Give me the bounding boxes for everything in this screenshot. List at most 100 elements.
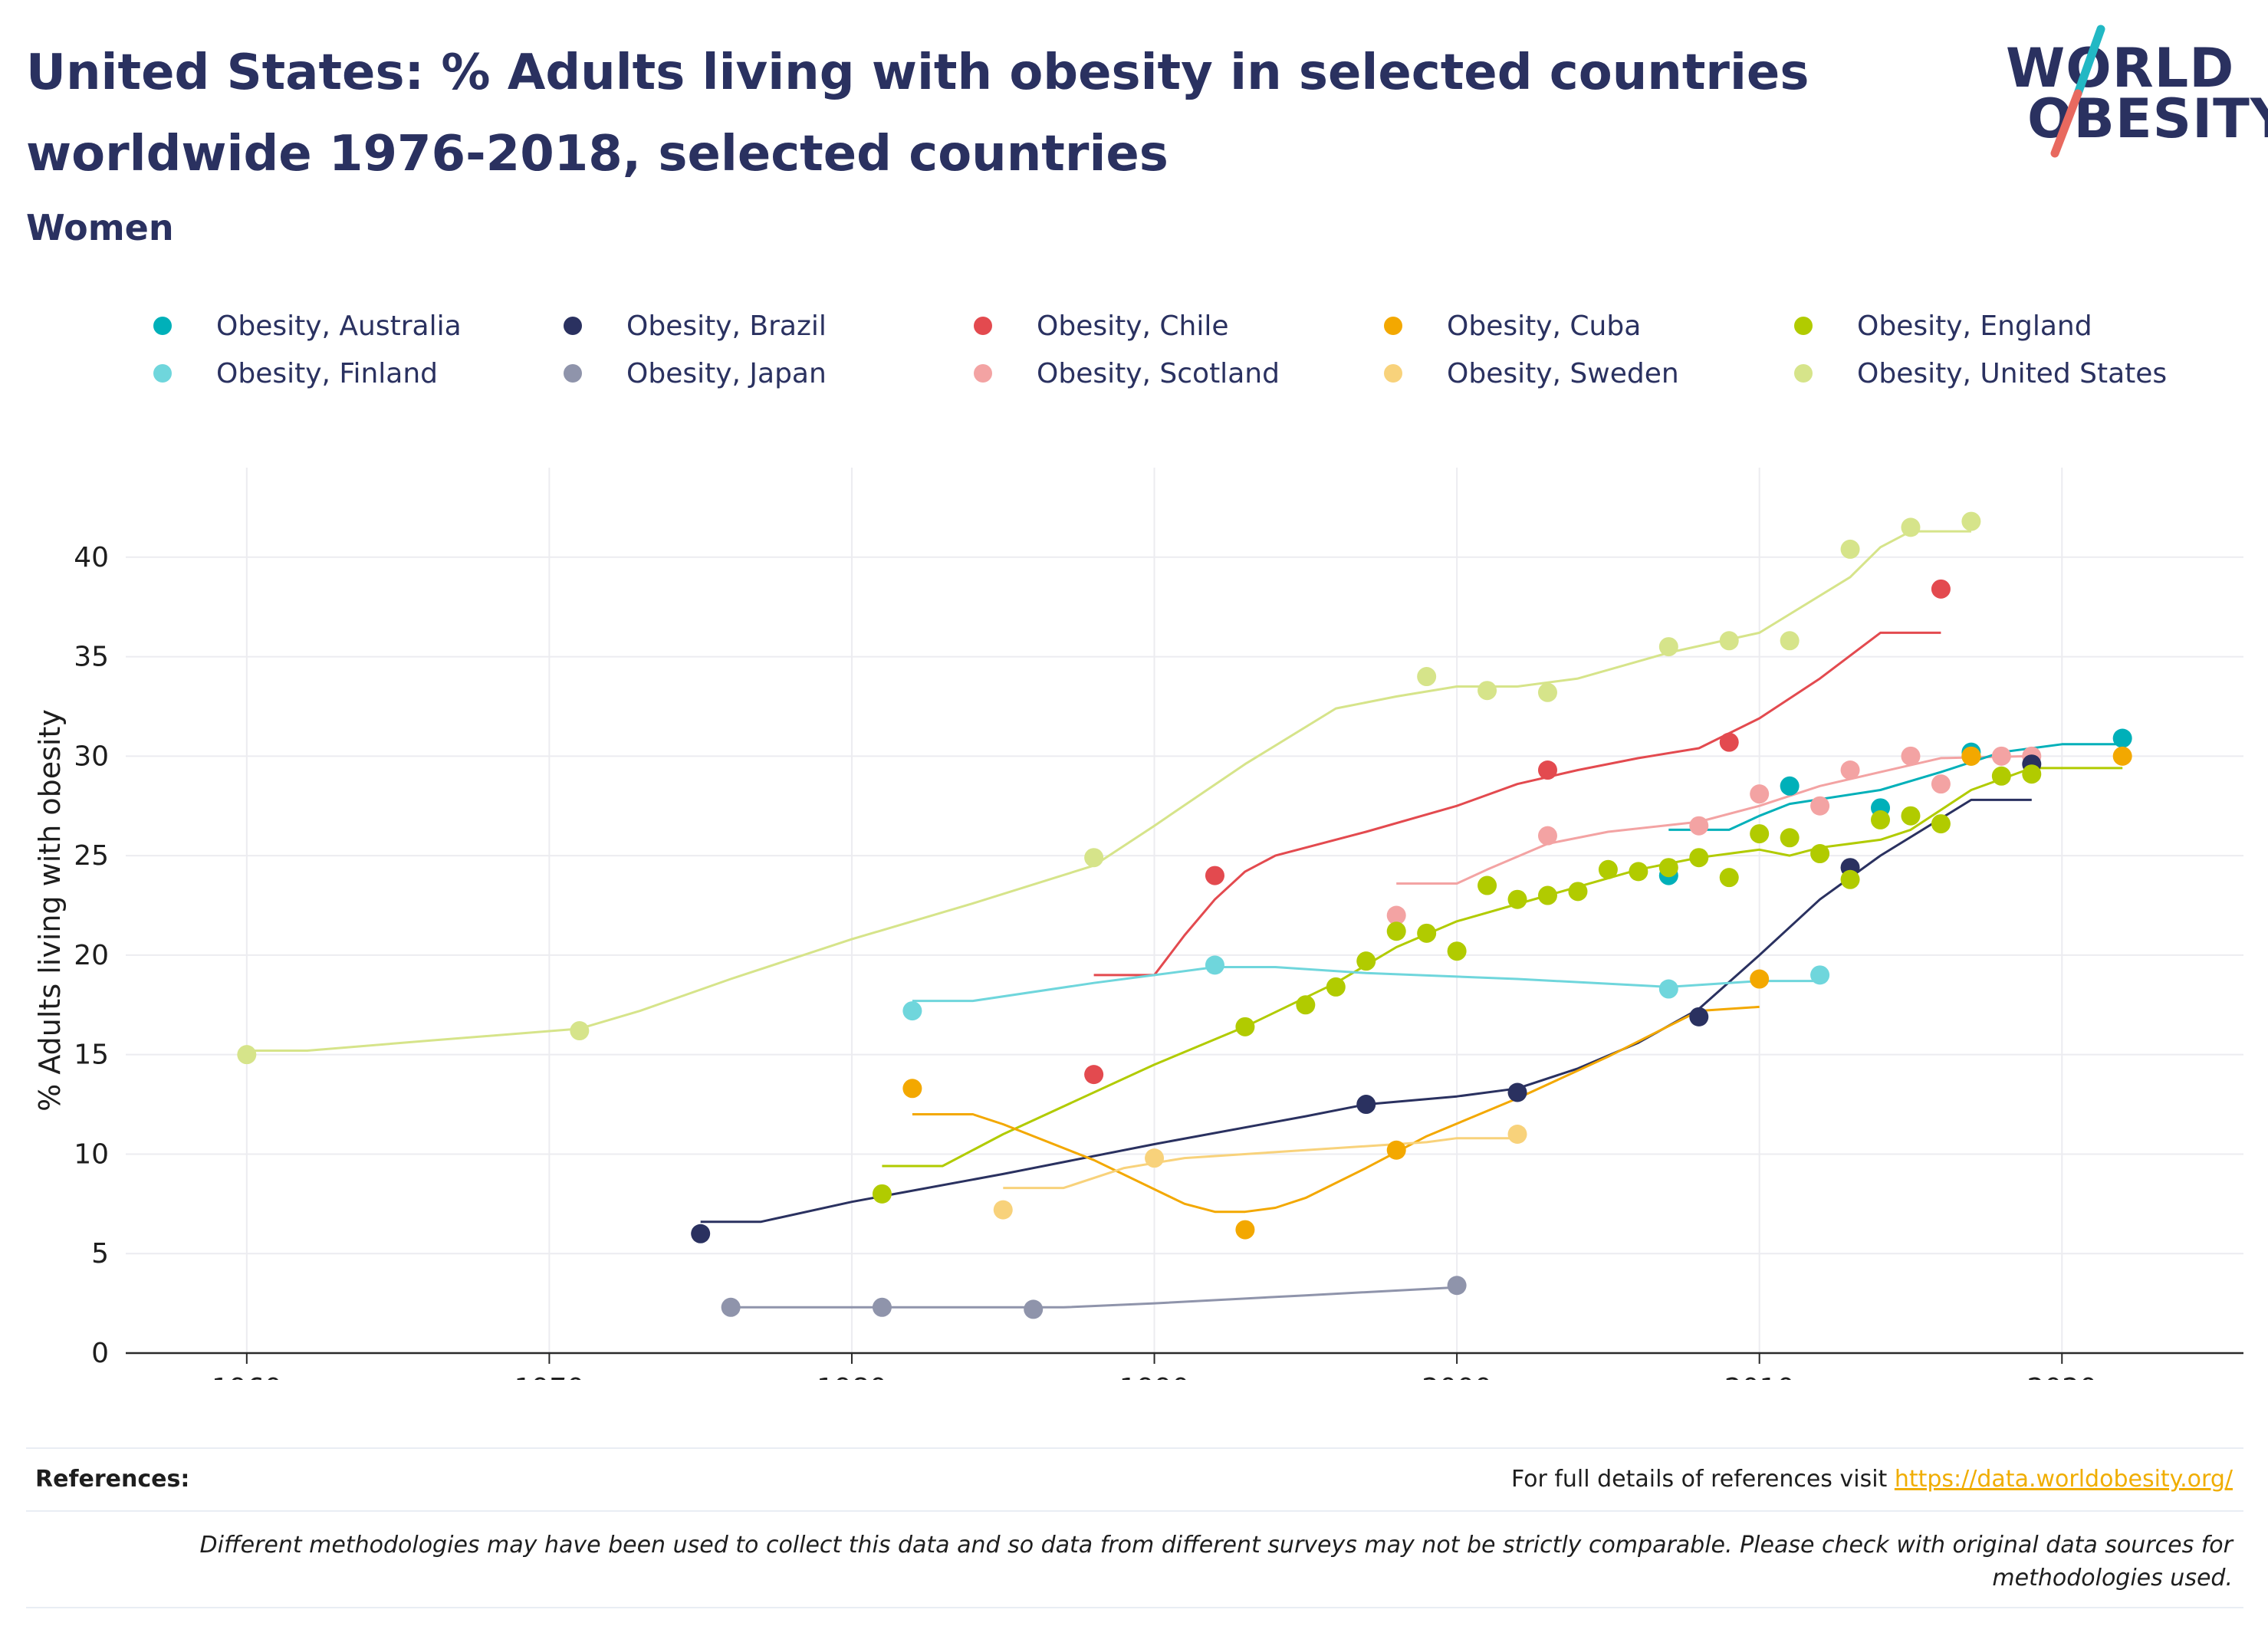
legend-item-united-states[interactable]: Obesity, United States	[1794, 354, 2167, 393]
data-point-england	[1447, 941, 1467, 961]
footer-divider-top	[26, 1447, 2243, 1449]
data-point-scotland	[1537, 826, 1557, 846]
y-tick-label: 0	[91, 1338, 109, 1369]
data-point-united-states	[1840, 539, 1860, 559]
data-point-england	[1991, 766, 2011, 786]
data-point-united-states	[1719, 631, 1739, 651]
x-tick-label: 2010	[1724, 1373, 1795, 1380]
trend-line-sweden	[1003, 1137, 1517, 1190]
legend-item-brazil[interactable]: Obesity, Brazil	[564, 307, 827, 345]
data-point-england	[1689, 848, 1709, 868]
footer-divider-middle	[26, 1510, 2243, 1512]
data-point-england	[1719, 868, 1739, 888]
y-tick-label: 35	[74, 642, 109, 673]
data-point-united-states	[570, 1021, 590, 1041]
data-point-united-states	[1901, 517, 1921, 537]
legend-item-japan[interactable]: Obesity, Japan	[564, 354, 827, 393]
chart-title-line1: United States: % Adults living with obes…	[26, 44, 1809, 101]
legend-label: Obesity, Australia	[216, 310, 462, 342]
data-point-brazil	[1689, 1007, 1709, 1027]
data-point-united-states	[1780, 631, 1800, 651]
x-tick-label: 2020	[2026, 1373, 2097, 1380]
data-point-united-states	[1417, 667, 1437, 687]
legend-marker	[974, 317, 992, 335]
legend-item-sweden[interactable]: Obesity, Sweden	[1384, 354, 1679, 393]
trend-line-chile	[1093, 631, 1941, 977]
footer-divider-bottom	[26, 1607, 2243, 1608]
x-tick-label: 1960	[212, 1373, 282, 1380]
data-point-england	[872, 1184, 892, 1204]
y-tick-label: 30	[74, 741, 109, 772]
data-point-scotland	[1810, 796, 1830, 816]
data-point-england	[1507, 889, 1527, 909]
data-point-united-states	[237, 1045, 257, 1065]
data-point-england	[1417, 923, 1437, 943]
data-point-england	[1326, 977, 1346, 997]
legend-item-finland[interactable]: Obesity, Finland	[153, 354, 438, 393]
x-tick-label: 1970	[514, 1373, 585, 1380]
data-point-sweden	[993, 1200, 1013, 1220]
data-point-england	[1598, 859, 1618, 879]
legend-item-chile[interactable]: Obesity, Chile	[974, 307, 1229, 345]
trend-line-cuba	[912, 1005, 1760, 1214]
data-point-england	[1629, 862, 1648, 882]
data-point-england	[1931, 814, 1951, 834]
references-text-prefix: For full details of references visit	[1510, 1466, 1895, 1493]
x-tick-label: 1980	[817, 1373, 887, 1380]
data-point-england	[2022, 764, 2042, 784]
legend-item-australia[interactable]: Obesity, Australia	[153, 307, 462, 345]
data-point-england	[1568, 882, 1588, 902]
legend-label: Obesity, Finland	[216, 357, 439, 389]
legend-label: Obesity, England	[1857, 310, 2092, 342]
legend-item-cuba[interactable]: Obesity, Cuba	[1384, 307, 1641, 345]
references-label: References:	[35, 1466, 190, 1493]
data-point-england	[1356, 951, 1376, 971]
data-point-united-states	[1477, 681, 1497, 701]
data-point-scotland	[1931, 774, 1951, 794]
references-link[interactable]: https://data.worldobesity.org/	[1894, 1466, 2233, 1493]
trend-line-australia	[1668, 743, 2123, 831]
trend-line-finland	[912, 966, 1820, 1003]
data-point-chile	[1084, 1065, 1104, 1085]
data-point-cuba	[1386, 1140, 1406, 1160]
world-obesity-logo: WORLD OBESITY	[1994, 23, 2268, 161]
data-point-scotland	[1689, 816, 1709, 836]
data-point-finland	[1658, 979, 1678, 999]
data-point-united-states	[1537, 682, 1557, 702]
data-point-australia	[1780, 776, 1800, 796]
trend-line-japan	[731, 1286, 1458, 1309]
data-point-england	[1750, 824, 1770, 844]
legend-label: Obesity, Chile	[1037, 310, 1229, 342]
data-point-chile	[1205, 866, 1224, 885]
chart-subtitle: Women	[26, 207, 174, 248]
data-point-sweden	[1507, 1124, 1527, 1144]
data-point-england	[1386, 921, 1406, 941]
data-point-england	[1477, 875, 1497, 895]
logo-slash-icon	[2050, 25, 2105, 158]
legend-item-england[interactable]: Obesity, England	[1794, 307, 2092, 345]
chart-title-line2: worldwide 1976-2018, selected countries	[26, 126, 1169, 182]
data-point-japan	[1447, 1276, 1467, 1296]
data-point-sweden	[1145, 1148, 1165, 1168]
data-point-england	[1537, 885, 1557, 905]
data-point-united-states	[1961, 511, 1981, 531]
data-point-chile	[1719, 732, 1739, 752]
data-point-brazil	[1507, 1082, 1527, 1102]
legend-marker	[153, 317, 172, 335]
chart-plot: 1960 1970 1980 1990 2000 2010 2020 0 5 10 15 20 25 30…	[33, 468, 2243, 1380]
data-point-england	[1871, 810, 1891, 829]
legend-marker	[1384, 364, 1402, 383]
data-point-japan	[1024, 1299, 1044, 1319]
y-axis-label: % Adults living with obesity	[33, 709, 67, 1112]
legend-marker	[1794, 364, 1813, 383]
legend-marker	[153, 364, 172, 383]
legend-marker	[1384, 317, 1402, 335]
data-point-cuba	[1750, 969, 1770, 989]
data-point-brazil	[691, 1224, 711, 1243]
data-point-chile	[1931, 579, 1951, 599]
data-point-cuba	[1961, 746, 1981, 766]
legend-label: Obesity, Scotland	[1037, 357, 1280, 389]
data-point-japan	[721, 1297, 741, 1317]
legend-item-scotland[interactable]: Obesity, Scotland	[974, 354, 1280, 393]
y-tick-label: 10	[74, 1138, 109, 1170]
